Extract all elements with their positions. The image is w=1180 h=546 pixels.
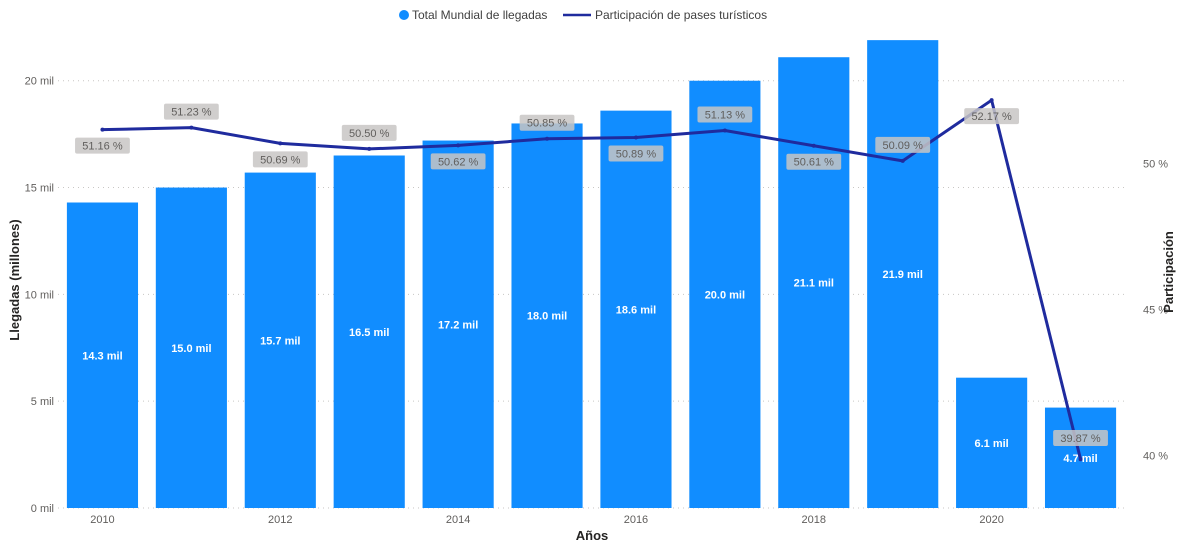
line-point[interactable] [456, 143, 461, 148]
bar[interactable] [867, 40, 939, 509]
bar[interactable] [422, 140, 494, 508]
legend-bar-label: Total Mundial de llegadas [412, 8, 547, 22]
x-tick-label: 2016 [624, 514, 648, 526]
x-tick-label: 2020 [979, 514, 1003, 526]
line-point[interactable] [1078, 457, 1083, 462]
line-label-text: 50.50 % [349, 128, 390, 140]
y-tick-label: 15 mil [25, 183, 54, 195]
y2-tick-label: 50 % [1143, 159, 1168, 171]
line-point[interactable] [900, 158, 905, 163]
bar-value-label: 15.7 mil [260, 335, 300, 347]
x-tick-label: 2018 [802, 514, 826, 526]
line-label-text: 51.23 % [171, 107, 212, 119]
line-value-label: 50.62 % [430, 153, 486, 170]
line-label-bg [786, 153, 842, 170]
line-value-label: 39.87 % [1053, 430, 1108, 446]
bar-value-label: 17.2 mil [438, 319, 478, 331]
bar-value-label: 14.3 mil [82, 350, 122, 362]
line-label-bg [875, 136, 931, 153]
line-label-text: 50.09 % [883, 140, 924, 152]
line-label-bg [163, 103, 219, 120]
y2-tick-label: 40 % [1143, 450, 1168, 462]
bar-value-label: 21.1 mil [794, 278, 834, 290]
y-tick-label: 10 mil [25, 289, 54, 301]
line-label-bg [964, 108, 1020, 125]
line-point[interactable] [545, 136, 550, 141]
y-axis-title: Llegadas (millones) [7, 219, 22, 340]
bar-data-labels: 14.3 mil 15.0 mil 15.7 mil 16.5 mil 17.2 mil… [82, 269, 1097, 465]
line-value-label: 50.69 % [252, 151, 308, 168]
line-label-text: 50.62 % [438, 156, 479, 168]
line-label-text: 51.16 % [82, 141, 123, 153]
line-label-bg [252, 151, 308, 168]
line-value-label: 50.50 % [341, 124, 397, 141]
line-label-text: 50.85 % [527, 118, 568, 130]
y-tick-label: 0 mil [31, 503, 54, 515]
bar-value-label: 20.0 mil [705, 289, 745, 301]
bar-value-label: 18.6 mil [616, 304, 656, 316]
bar[interactable] [600, 110, 672, 509]
line-label-bg [519, 114, 575, 131]
line-value-label: 51.16 % [75, 137, 130, 154]
bar[interactable] [333, 155, 405, 509]
line-value-label: 50.61 % [786, 153, 842, 170]
line-value-label: 50.85 % [519, 114, 575, 131]
line-label-text: 50.61 % [794, 157, 835, 169]
line-point[interactable] [811, 143, 816, 148]
bar-value-label: 6.1 mil [975, 438, 1009, 450]
bar-value-label: 18.0 mil [527, 311, 567, 323]
bar[interactable] [244, 172, 316, 508]
line-point[interactable] [367, 146, 372, 151]
bar[interactable] [155, 187, 227, 508]
line-point[interactable] [633, 135, 638, 140]
line-value-label: 50.89 % [608, 145, 664, 162]
line-label-text: 51.13 % [705, 110, 746, 122]
x-axis: 2010 2012 2014 2016 2018 2020 [90, 514, 1004, 526]
y2-axis-title: Participación [1161, 231, 1176, 313]
line-label-text: 52.17 % [971, 111, 1012, 123]
line-label-text: 50.69 % [260, 154, 301, 166]
bar[interactable] [511, 123, 583, 509]
line-label-text: 50.89 % [616, 149, 657, 161]
line-point[interactable] [100, 127, 105, 132]
line-label-text: 39.87 % [1060, 433, 1101, 445]
y-tick-label: 20 mil [25, 76, 54, 88]
line-data-labels: 51.16 % 51.23 % 50.69 % 50.50 % 50.62 % 50.85… [75, 103, 1108, 446]
legend-line-label: Participación de pases turísticos [595, 8, 767, 22]
line-point[interactable] [189, 125, 194, 130]
bar[interactable] [956, 377, 1028, 508]
line-value-label: 52.17 % [964, 108, 1020, 125]
x-tick-label: 2010 [90, 514, 114, 526]
bar[interactable] [689, 80, 761, 509]
bar-value-label: 16.5 mil [349, 327, 389, 339]
x-tick-label: 2014 [446, 514, 470, 526]
bar-series [66, 40, 1117, 509]
line-value-label: 51.13 % [697, 106, 753, 123]
y-axis-left: 0 mil 5 mil 10 mil 15 mil 20 mil [25, 76, 54, 515]
y-tick-label: 5 mil [31, 396, 54, 408]
line-label-bg [697, 106, 753, 123]
bar[interactable] [66, 202, 139, 509]
line-value-label: 50.09 % [875, 136, 931, 153]
bar[interactable] [778, 57, 850, 509]
legend-bar-marker [399, 10, 409, 20]
legend: Total Mundial de llegadas Participación … [399, 8, 767, 22]
bar-value-label: 21.9 mil [883, 269, 923, 281]
line-value-label: 51.23 % [163, 103, 219, 120]
x-axis-title: Años [576, 528, 609, 543]
y2-tick-label: 45 % [1143, 304, 1168, 316]
line-point[interactable] [722, 128, 727, 133]
line-label-bg [430, 153, 486, 170]
x-tick-label: 2012 [268, 514, 292, 526]
y-axis-right: 40 % 45 % 50 % [1143, 159, 1168, 463]
line-label-bg [608, 145, 664, 162]
line-label-bg [1053, 430, 1108, 446]
line-label-bg [341, 124, 397, 141]
line-point[interactable] [989, 98, 994, 103]
line-label-bg [75, 137, 130, 154]
bar-value-label: 15.0 mil [171, 343, 211, 355]
line-point[interactable] [278, 141, 283, 146]
